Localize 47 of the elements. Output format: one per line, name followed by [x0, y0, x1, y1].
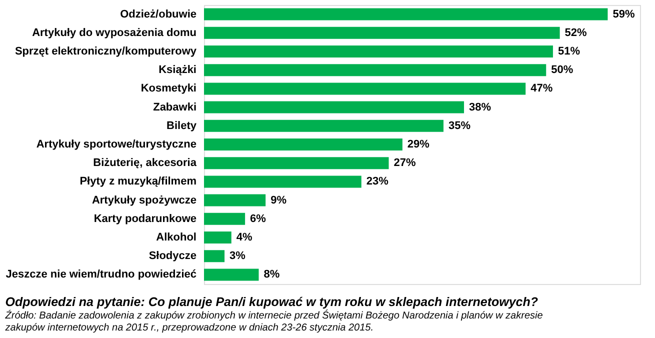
bar [204, 176, 362, 188]
y-tick-label: Sprzęt elektroniczny/komputerowy [14, 46, 198, 58]
text: Odpowiedzi na pytanie: Co planuje Pan/i kupować w tym roku w sklepach internetowych? [5, 295, 538, 309]
data-label: 38% [469, 101, 492, 114]
data-label: 4% [236, 232, 252, 244]
data-label: 47% [530, 82, 553, 95]
y-tick-label: Jeszcze nie wiem/trudno powiedzieć [6, 268, 196, 281]
y-tick-label: Alkohol [156, 232, 196, 244]
y-tick-label: Artykuły do wyposażenia domu [32, 26, 196, 39]
data-label: 9% [270, 194, 287, 206]
data-label: 35% [448, 120, 471, 132]
data-label: 23% [366, 176, 389, 188]
data-label: 27% [394, 157, 416, 170]
bar [204, 64, 546, 76]
bar [204, 26, 560, 39]
bar [204, 157, 389, 170]
y-tick-label: Odzież/obuwie [120, 8, 196, 20]
data-label: 29% [407, 138, 430, 150]
bar [204, 138, 402, 150]
data-label: 50% [551, 64, 574, 76]
bar [204, 82, 526, 95]
bar [204, 194, 266, 206]
bar [204, 8, 608, 20]
y-tick-label: Artykuły spożywcze [92, 194, 196, 206]
text: Źródło: Badanie zadowolenia z zakupów zrobionych w internecie przed Świętami Bożego Narodzenia i planów w zakresie zakupów internetowych na 2015 r., przeprowadzone w dniach 23-26 stycznia 2015. [4, 310, 544, 334]
bar [204, 268, 259, 281]
y-tick-label: Kosmetyki [140, 82, 196, 95]
y-tick-label: Książki [158, 64, 196, 76]
bar [204, 46, 553, 58]
data-label: 51% [558, 46, 580, 58]
data-label: 3% [230, 250, 246, 262]
y-tick-label: Biżuterię, akcesoria [93, 157, 198, 170]
data-label: 59% [612, 8, 635, 20]
y-tick-label: Karty podarunkowe [94, 212, 196, 225]
y-tick-label: Bilety [166, 120, 198, 132]
bar [204, 212, 246, 225]
y-tick-label: Zabawki [153, 101, 196, 114]
bar [204, 232, 232, 244]
bar [204, 101, 464, 114]
data-label: 52% [564, 26, 588, 39]
bar [204, 120, 444, 132]
data-label: 8% [264, 268, 280, 281]
data-label: 6% [250, 212, 266, 225]
y-tick-label: Słodycze [148, 250, 196, 262]
bar [204, 250, 225, 262]
y-tick-label: Płyty z muzyką/filmem [80, 176, 197, 188]
y-tick-label: Artykuły sportowe/turystyczne [36, 138, 196, 150]
